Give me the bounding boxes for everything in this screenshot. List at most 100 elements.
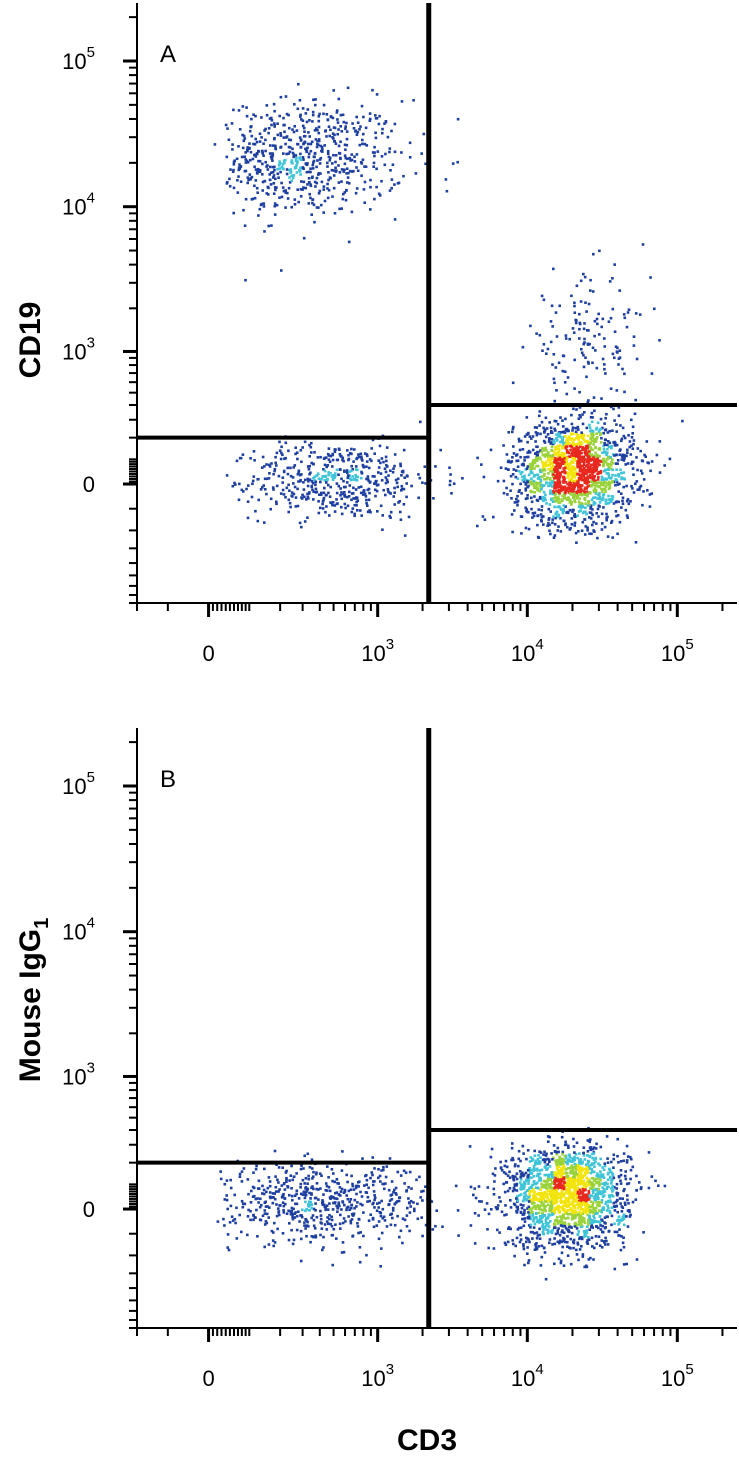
event-dot <box>354 129 358 133</box>
event-dot <box>249 125 252 129</box>
event-dot <box>548 1238 552 1241</box>
event-dot <box>515 469 518 472</box>
event-dot <box>561 369 565 373</box>
event-dot <box>547 440 551 443</box>
event-dot <box>577 1258 580 1262</box>
event-dot <box>560 451 564 455</box>
event-dot <box>379 504 383 508</box>
event-dot <box>589 1221 593 1225</box>
event-dot <box>623 1201 627 1205</box>
event-dot <box>535 454 539 457</box>
event-dot <box>554 1184 558 1187</box>
event-dot <box>384 481 388 485</box>
event-dot <box>334 1223 337 1226</box>
event-dot <box>558 435 561 438</box>
event-dot <box>553 1197 557 1200</box>
event-dot <box>566 498 570 501</box>
event-dot <box>457 1234 460 1237</box>
event-dot <box>297 471 300 474</box>
event-dot <box>334 160 337 164</box>
event-dot <box>357 453 360 456</box>
event-dot <box>321 1199 324 1202</box>
event-dot <box>354 465 358 468</box>
event-dot <box>590 473 594 476</box>
event-dot <box>617 406 621 409</box>
event-dot <box>343 502 347 506</box>
event-dot <box>616 462 619 465</box>
event-dot <box>262 484 265 487</box>
event-dot <box>277 1166 281 1169</box>
event-dot <box>523 1180 526 1184</box>
event-dot <box>522 1224 526 1228</box>
event-dot <box>271 1192 275 1195</box>
event-dot <box>393 453 397 456</box>
event-dot <box>555 510 559 514</box>
event-dot <box>563 370 567 373</box>
event-dot <box>609 387 613 390</box>
event-dot <box>560 1190 563 1193</box>
event-dot <box>630 1157 633 1161</box>
event-dot <box>527 479 530 483</box>
event-dot <box>292 466 295 469</box>
event-dot <box>480 463 483 466</box>
event-dot <box>245 114 249 118</box>
event-dot <box>332 1227 336 1231</box>
event-dot <box>274 455 277 459</box>
event-dot <box>307 181 311 184</box>
event-dot <box>614 510 618 513</box>
event-dot <box>287 498 291 502</box>
event-dot <box>581 520 585 524</box>
event-dot <box>300 1164 303 1167</box>
event-dot <box>543 431 546 434</box>
event-dot <box>219 1177 223 1181</box>
event-dot <box>599 427 603 431</box>
event-dot <box>514 475 518 479</box>
event-dot <box>334 472 337 475</box>
event-dot <box>261 162 264 166</box>
event-dot <box>344 198 348 202</box>
event-dot <box>384 493 387 497</box>
event-dot <box>520 515 524 518</box>
event-dot <box>552 353 556 356</box>
event-dot <box>304 1227 307 1230</box>
event-dot <box>569 1262 573 1266</box>
event-dot <box>511 1158 515 1162</box>
event-dot <box>566 1184 569 1187</box>
event-dot <box>374 131 377 135</box>
event-dot <box>264 149 267 153</box>
event-dot <box>225 1179 229 1182</box>
event-dot <box>287 483 290 487</box>
event-dot <box>602 462 605 466</box>
event-dot <box>509 474 513 478</box>
event-dot <box>588 474 592 477</box>
event-dot <box>562 467 565 470</box>
event-dot <box>579 1161 582 1165</box>
event-dot <box>521 462 525 466</box>
event-dot <box>544 1221 548 1224</box>
event-dot <box>591 448 595 452</box>
event-dot <box>557 477 561 481</box>
event-dot <box>536 445 539 449</box>
event-dot <box>587 480 590 484</box>
event-dot <box>588 450 591 453</box>
event-dot <box>511 473 515 476</box>
event-dot <box>545 1182 549 1186</box>
event-dot <box>288 150 292 154</box>
event-dot <box>317 511 321 515</box>
event-dot <box>578 470 582 473</box>
event-dot <box>601 1174 605 1178</box>
event-dot <box>597 448 601 451</box>
event-dot <box>543 1190 547 1194</box>
event-dot <box>369 510 372 514</box>
event-dot <box>619 424 622 427</box>
event-dot <box>352 460 355 463</box>
event-dot <box>603 1182 606 1185</box>
event-dot <box>607 476 611 479</box>
event-dot <box>244 278 247 282</box>
event-dot <box>605 1187 609 1190</box>
event-dot <box>562 504 566 507</box>
event-dot <box>308 1200 311 1203</box>
event-dot <box>274 1190 278 1193</box>
